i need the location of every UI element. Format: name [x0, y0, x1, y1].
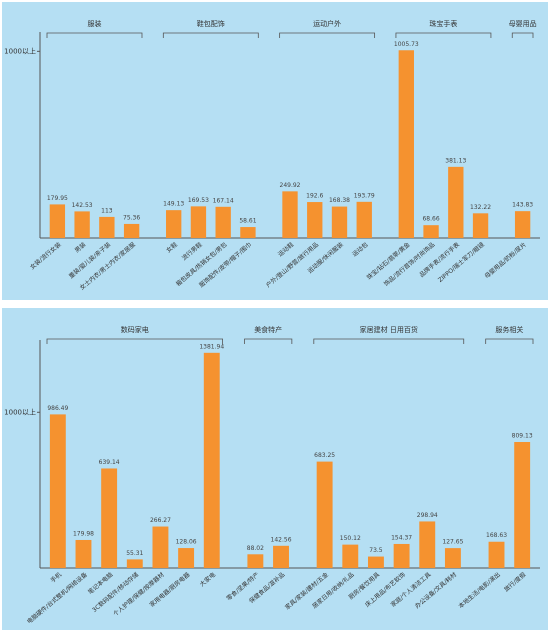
- value-label: 142.53: [72, 202, 93, 209]
- panel: [2, 308, 548, 630]
- group-label: 珠宝手表: [429, 19, 457, 28]
- group-bracket: [485, 338, 534, 344]
- value-label: 381.13: [445, 157, 466, 164]
- bar: [342, 544, 359, 568]
- bar: [488, 541, 505, 568]
- value-label: 128.06: [176, 539, 197, 546]
- value-label: 193.79: [354, 192, 375, 199]
- value-label: 127.65: [442, 539, 463, 546]
- group-label: 美食特产: [254, 325, 282, 334]
- bar: [49, 204, 66, 238]
- value-label: 986.49: [47, 405, 68, 412]
- bar: [472, 213, 489, 238]
- value-label: 143.83: [512, 202, 533, 209]
- value-label: 58.61: [239, 218, 256, 225]
- group-label: 母婴用品: [509, 20, 537, 28]
- bar: [190, 206, 207, 238]
- bar: [423, 225, 439, 238]
- value-label: 192.6: [306, 193, 323, 200]
- bar: [166, 210, 182, 238]
- bar: [444, 548, 461, 568]
- bar: [247, 554, 264, 568]
- group-label: 服装: [87, 19, 101, 28]
- value-label: 154.37: [391, 534, 412, 541]
- bar: [367, 556, 384, 568]
- bar: [514, 442, 531, 568]
- group-bracket: [46, 338, 223, 344]
- bar: [356, 201, 372, 238]
- bar: [240, 227, 256, 238]
- value-label: 55.31: [126, 550, 143, 557]
- value-label: 150.12: [340, 535, 361, 542]
- value-label: 73.5: [369, 547, 383, 554]
- value-label: 88.02: [247, 545, 264, 552]
- value-label: 142.56: [271, 536, 292, 543]
- bar: [273, 545, 289, 568]
- bar: [514, 211, 531, 238]
- group-bracket: [279, 32, 376, 38]
- bar: [398, 50, 414, 238]
- group-bracket: [46, 32, 143, 38]
- value-label: 113: [101, 207, 113, 214]
- value-label: 169.53: [188, 197, 209, 204]
- value-label: 639.14: [99, 459, 120, 466]
- panel: [2, 2, 548, 300]
- bar: [448, 166, 464, 238]
- value-label: 249.92: [280, 182, 301, 189]
- value-label: 68.66: [422, 216, 439, 223]
- bar: [393, 543, 410, 568]
- group-label: 运动户外: [313, 19, 341, 28]
- value-label: 168.63: [486, 532, 507, 539]
- bar: [282, 191, 298, 238]
- value-label: 149.13: [163, 201, 184, 208]
- bar: [152, 526, 169, 568]
- value-label: 1005.73: [394, 41, 419, 48]
- y-tick-label: 1000以上: [4, 46, 36, 55]
- value-label: 179.95: [47, 195, 68, 202]
- bar: [419, 521, 436, 568]
- bar: [126, 559, 143, 568]
- value-label: 683.25: [314, 452, 335, 459]
- bar: [215, 206, 231, 238]
- group-label: 数码家电: [121, 325, 149, 334]
- y-tick-label: 1000以上: [4, 407, 36, 416]
- value-label: 168.38: [329, 197, 350, 204]
- bar: [101, 468, 118, 568]
- bar: [178, 548, 195, 568]
- value-label: 809.13: [512, 433, 533, 440]
- value-label: 266.27: [150, 517, 171, 524]
- group-bracket: [162, 32, 259, 38]
- value-label: 179.98: [73, 530, 94, 537]
- bar: [99, 216, 115, 238]
- value-label: 1381.94: [199, 343, 224, 350]
- group-bracket: [395, 32, 492, 38]
- group-bracket: [244, 338, 293, 344]
- bar: [49, 414, 66, 568]
- bar: [316, 461, 333, 568]
- group-label: 鞋包配饰: [197, 19, 225, 28]
- group-bracket: [511, 32, 534, 38]
- bar: [123, 223, 140, 238]
- value-label: 132.22: [470, 204, 491, 211]
- value-label: 298.94: [417, 512, 438, 519]
- group-label: 家居建材 日用百货: [360, 325, 418, 334]
- value-label: 167.14: [213, 197, 234, 204]
- bar: [203, 352, 220, 568]
- group-bracket: [313, 338, 465, 344]
- bar: [75, 539, 92, 568]
- value-label: 75.36: [123, 214, 140, 221]
- bar: [331, 206, 348, 238]
- bar: [74, 211, 90, 238]
- bar: [307, 202, 323, 238]
- group-label: 服务相关: [495, 325, 523, 334]
